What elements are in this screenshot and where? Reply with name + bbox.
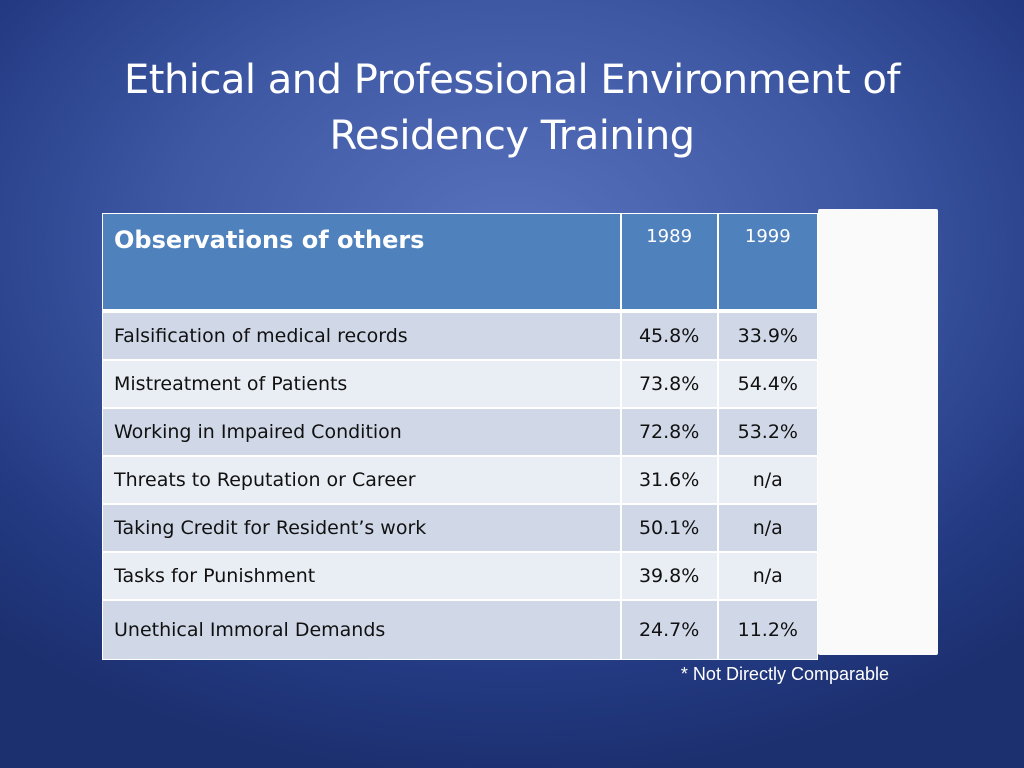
table-row: Unethical Immoral Demands 24.7% 11.2% [102, 599, 818, 660]
value-1999: n/a [716, 551, 818, 600]
table-row: Threats to Reputation or Career 31.6% n/… [102, 455, 818, 504]
row-label: Tasks for Punishment [102, 551, 621, 600]
table-row: Mistreatment of Patients 73.8% 54.4% [102, 359, 818, 408]
slide-title-line-2: Residency Training [329, 113, 695, 159]
value-1999: 33.9% [716, 311, 818, 360]
table-row: Taking Credit for Resident’s work 50.1% … [102, 503, 818, 552]
value-1989: 39.8% [619, 551, 718, 600]
table-row: Falsification of medical records 45.8% 3… [102, 311, 818, 360]
value-1989: 50.1% [619, 503, 718, 552]
row-label: Taking Credit for Resident’s work [102, 503, 621, 552]
observations-table: Observations of others 1989 1999 Falsifi… [102, 213, 818, 660]
value-1989: 45.8% [619, 311, 718, 360]
blank-white-box [818, 209, 938, 655]
slide-title-line-1: Ethical and Professional Environment of [123, 57, 901, 103]
footnote: * Not Directly Comparable [680, 664, 889, 684]
value-1999: 11.2% [716, 599, 818, 660]
value-1999: n/a [716, 455, 818, 504]
table-row: Working in Impaired Condition 72.8% 53.2… [102, 407, 818, 456]
row-label: Working in Impaired Condition [102, 407, 621, 456]
value-1989: 72.8% [619, 407, 718, 456]
row-label: Unethical Immoral Demands [102, 599, 621, 660]
value-1999: 53.2% [716, 407, 818, 456]
slide-title: Ethical and Professional Environment of … [40, 52, 984, 164]
header-year-1989: 1989 [619, 213, 718, 313]
header-observations: Observations of others [102, 213, 621, 313]
header-year-1999: 1999 [716, 213, 818, 313]
table-header-row: Observations of others 1989 1999 [102, 213, 818, 313]
row-label: Mistreatment of Patients [102, 359, 621, 408]
value-1989: 73.8% [619, 359, 718, 408]
row-label: Falsification of medical records [102, 311, 621, 360]
row-label: Threats to Reputation or Career [102, 455, 621, 504]
table-row: Tasks for Punishment 39.8% n/a [102, 551, 818, 600]
value-1989: 24.7% [619, 599, 718, 660]
value-1999: 54.4% [716, 359, 818, 408]
value-1999: n/a [716, 503, 818, 552]
value-1989: 31.6% [619, 455, 718, 504]
